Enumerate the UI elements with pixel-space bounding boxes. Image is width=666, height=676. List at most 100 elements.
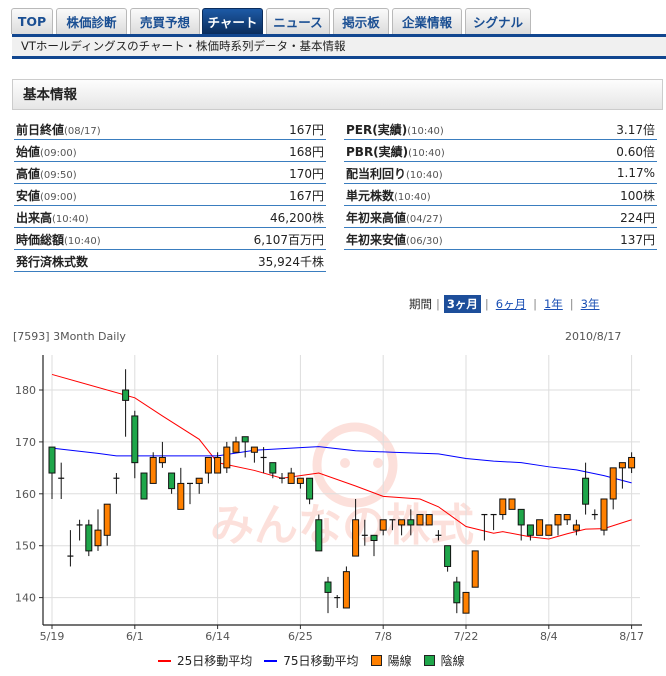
label-text: 単元株数 — [346, 188, 395, 203]
candle-body-down — [140, 472, 148, 500]
candle-7/26 — [481, 513, 488, 541]
candle-body-down — [526, 524, 534, 536]
y-tick-label: 180 — [15, 384, 36, 397]
x-tick-label: 8/17 — [619, 630, 644, 643]
candle-8/4 — [545, 524, 553, 536]
candle-body-up — [94, 529, 102, 547]
candle-7/23 — [471, 550, 479, 588]
ma25-swatch — [158, 659, 171, 662]
candle-5/28 — [113, 473, 120, 494]
info-label: 出来高(10:40) — [16, 209, 89, 226]
subtitle-rule — [12, 56, 666, 59]
info-value: 6,107百万円 — [253, 232, 324, 247]
candle-body-up — [554, 514, 562, 526]
candle-7/16 — [435, 530, 442, 541]
label-text: 出来高 — [16, 210, 53, 225]
candle-body-up — [296, 477, 304, 484]
label-time: (04/27) — [406, 213, 443, 225]
y-tick-label: 140 — [15, 592, 36, 605]
label-text: 発行済株式数 — [16, 254, 89, 269]
candle-7/29 — [508, 498, 516, 510]
candle-7/12 — [398, 519, 406, 536]
x-tick-label: 5/19 — [40, 630, 65, 643]
candle-7/13 — [407, 509, 415, 536]
label-time: (10:40) — [408, 147, 445, 159]
candle-6/17 — [241, 436, 249, 458]
candle-6/22 — [269, 462, 277, 479]
period-3m[interactable]: 3ヶ月 — [443, 295, 481, 313]
tab-1[interactable]: 株価診断 — [56, 8, 127, 34]
candle-body-down — [407, 519, 415, 526]
candle-6/14 — [214, 452, 222, 474]
info-value: 168円 — [289, 144, 324, 159]
y-tick-label: 150 — [15, 540, 36, 553]
candle-7/9 — [389, 519, 396, 531]
candle-body-down — [324, 581, 332, 593]
label-text: 年初来安値 — [346, 232, 407, 247]
candle-body-up — [628, 456, 636, 469]
candle-body-down — [48, 446, 56, 474]
info-label: 前日終値(08/17) — [16, 121, 101, 138]
tab-5[interactable]: 掲示板 — [333, 8, 389, 34]
info-value: 1.17% — [616, 166, 655, 180]
candle-7/21 — [453, 576, 461, 614]
info-label: PER(実績)(10:40) — [346, 121, 444, 138]
tab-2[interactable]: 売買予想 — [130, 8, 200, 34]
label-time: (09:00) — [40, 147, 77, 159]
candle-8/17 — [628, 452, 636, 474]
candle-6/25 — [296, 477, 304, 489]
candle-body-down — [315, 519, 323, 552]
separator: | — [533, 297, 537, 311]
candle-6/18 — [250, 446, 258, 463]
candle-8/2 — [526, 524, 534, 541]
candle-8/5 — [554, 514, 562, 536]
period-1y[interactable]: 1年 — [543, 297, 563, 311]
label-time: (10:40) — [394, 191, 431, 203]
candle-5/31 — [122, 369, 130, 437]
candle-body-up — [508, 498, 516, 510]
period-6m[interactable]: 6ヶ月 — [495, 297, 527, 311]
candle-body-down — [241, 436, 249, 443]
candle-6/11 — [204, 456, 212, 484]
candle-body-up — [425, 514, 433, 526]
candle-6/15 — [223, 441, 231, 474]
tab-6[interactable]: 企業情報 — [392, 8, 462, 34]
candlestick-chart: みんなの株式 180 170 160 150 140 5/19 6/1 6/14 6/25 7/8 7… — [15, 355, 644, 643]
candle-body-down — [269, 462, 277, 474]
tab-4[interactable]: ニュース — [266, 8, 330, 34]
tab-0[interactable]: TOP — [11, 8, 53, 34]
candle-body-up — [287, 472, 295, 484]
legend-ma25: 25日移動平均 — [158, 652, 252, 669]
candle-8/10 — [582, 462, 590, 515]
tab-7[interactable]: シグナル — [465, 8, 531, 34]
candle-7/6 — [361, 519, 368, 546]
x-tick-label: 8/4 — [540, 630, 558, 643]
candle-body-up — [352, 519, 360, 557]
info-row: 前日終値(08/17) 167円 — [14, 119, 326, 140]
watermark-eye — [373, 458, 383, 468]
candle-body-down — [517, 508, 525, 526]
candle-body-up — [416, 514, 424, 526]
info-value: 35,924千株 — [258, 254, 324, 269]
x-tick-label: 6/25 — [288, 630, 313, 643]
period-selector: 期間 | 3ヶ月 | 6ヶ月 | 1年 | 3年 — [409, 295, 603, 313]
period-3y[interactable]: 3年 — [580, 297, 600, 311]
candle-body-down — [582, 477, 590, 505]
candle-body-up — [462, 591, 470, 614]
separator: | — [569, 297, 574, 311]
label-time: (10:40) — [52, 213, 89, 225]
candle-body-up — [609, 467, 617, 500]
chart-date: 2010/8/17 — [565, 330, 622, 343]
candle-body-down — [306, 477, 314, 500]
candle-6/3 — [149, 452, 157, 484]
candle-body-up — [214, 456, 222, 474]
watermark-logo: みんなの株式 — [210, 422, 474, 551]
tab-3[interactable]: チャート — [202, 8, 263, 34]
candle-body-up — [250, 446, 258, 453]
candle-body-down — [444, 545, 452, 567]
up-swatch — [370, 655, 382, 666]
legend-ma75: 75日移動平均 — [264, 652, 359, 669]
candle-body-up — [103, 503, 111, 536]
candle-5/25 — [85, 519, 93, 557]
section-title: 基本情報 — [12, 79, 663, 110]
